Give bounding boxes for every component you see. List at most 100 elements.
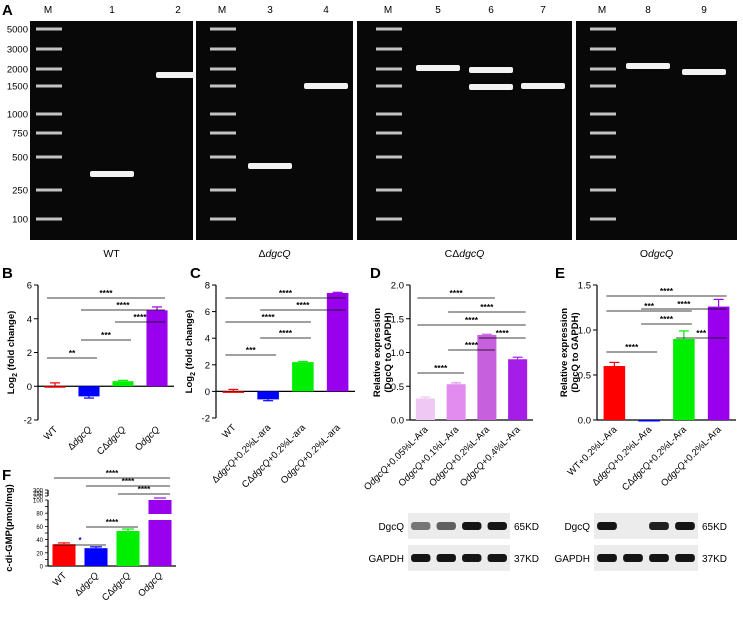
significance-label: ** (69, 348, 76, 358)
lane-label: M (44, 5, 52, 16)
panel-label-d: D (370, 265, 381, 282)
y-tick-label: 4 (205, 334, 210, 345)
significance-label: **** (279, 288, 293, 298)
blot-band (487, 522, 507, 530)
bar (116, 531, 140, 566)
significance-label: **** (450, 288, 464, 298)
ladder-band (590, 217, 616, 221)
y-tick-label: 2.0 (391, 281, 404, 292)
x-category-label: WT (220, 422, 238, 440)
y-tick-label: 6 (27, 281, 32, 292)
bar (292, 362, 314, 392)
significance-label: **** (496, 328, 510, 338)
significance-label: **** (138, 485, 151, 494)
significance-label: **** (279, 328, 293, 338)
y-tick-label: 200 (33, 495, 44, 501)
blot-band (649, 554, 669, 562)
ladder-band (36, 67, 62, 71)
panel-label-a: A (2, 2, 13, 19)
blot-row-label: GAPDH (368, 554, 404, 565)
gel-panel: M 1 2 WT M 3 4 ΔdgcQ M 5 6 7 CΔdgcQ M 8 9 OdgcQ 5000 3000 2… (7, 5, 737, 260)
blot-band (597, 522, 617, 530)
blot-size-label: 65KD (514, 522, 539, 533)
dna-band (626, 63, 670, 69)
blot-band (597, 554, 617, 562)
significance-label: **** (625, 342, 639, 352)
bar (673, 339, 695, 420)
y-tick-label: 0.0 (578, 416, 591, 427)
ladder-band (376, 188, 402, 192)
bar (52, 544, 76, 566)
lane-label: M (598, 5, 606, 16)
gel-section: M 3 4 ΔdgcQ (196, 5, 353, 260)
blot-band (462, 522, 482, 530)
x-category-label: CΔdgcQ (100, 570, 134, 604)
x-category-label: ΔdgcQ (66, 424, 95, 453)
ladder-band (36, 188, 62, 192)
ladder-size-label: 5000 (7, 25, 28, 36)
significance-label: *** (644, 301, 655, 311)
western-blot: DgcQ 65KD GAPDH 37KD (368, 513, 539, 571)
y-tick-label: 0 (205, 387, 210, 398)
bar (326, 292, 349, 392)
ladder-band (590, 27, 616, 31)
blot-size-label: 37KD (514, 554, 539, 565)
y-tick-label: 6 (205, 307, 210, 318)
gel-background (30, 21, 193, 240)
lane-label: 8 (645, 5, 651, 16)
ladder-band (36, 27, 62, 31)
bar (44, 386, 66, 388)
blot-band (436, 522, 456, 530)
bar (78, 386, 100, 397)
y-tick-label: 60 (36, 525, 43, 531)
ladder-band (376, 131, 402, 135)
significance-label: **** (465, 315, 479, 325)
x-category-label: OdgcQ+0.2%L-ara (279, 422, 343, 486)
blot-band (436, 554, 456, 562)
blot-band (487, 554, 507, 562)
blot-band (675, 554, 695, 562)
ladder-size-label: 250 (12, 186, 28, 197)
gel-background (576, 21, 737, 240)
ladder-band (590, 47, 616, 51)
significance-label: **** (677, 299, 691, 309)
ladder-band (36, 155, 62, 159)
panel-label-c: C (190, 265, 201, 282)
lane-label: 5 (435, 5, 441, 16)
ladder-band (590, 67, 616, 71)
panel-label-b: B (2, 265, 13, 282)
dna-band (416, 65, 460, 71)
blot-band (675, 522, 695, 530)
lane-label: M (218, 5, 226, 16)
ladder-band (210, 67, 236, 71)
y-tick-label: 1.0 (391, 348, 404, 359)
lane-label: 3 (267, 5, 273, 16)
y-tick-label: -2 (24, 416, 32, 427)
x-category-label: OdgcQ+0.4%L-Ara (458, 424, 523, 489)
bar (112, 381, 134, 387)
y-tick-label: 2 (27, 348, 32, 359)
gel-section: M 1 2 WT (30, 5, 200, 260)
y-axis-label: Log2 (fold change) (184, 310, 197, 394)
ladder-band (376, 112, 402, 116)
ladder-band (210, 155, 236, 159)
bar (603, 366, 626, 420)
y-tick-label: 250 (33, 492, 44, 498)
ladder-band (210, 188, 236, 192)
lane-label: 9 (701, 5, 707, 16)
x-category-label: OdgcQ (136, 570, 165, 599)
blot-size-label: 37KD (702, 554, 727, 565)
dna-band (469, 84, 513, 90)
ladder-band (210, 112, 236, 116)
y-tick-label: 300 (33, 489, 44, 495)
significance-label: **** (99, 288, 113, 298)
y-axis-label: Relative expression (372, 308, 383, 397)
y-tick-label: 0.5 (578, 371, 591, 382)
blot-band (649, 522, 669, 530)
x-category-label: WT (42, 424, 60, 442)
dna-band (304, 83, 348, 89)
ladder-band (590, 131, 616, 135)
ladder-band (590, 84, 616, 88)
ladder-size-label: 500 (12, 153, 28, 164)
significance-label: **** (122, 477, 135, 486)
